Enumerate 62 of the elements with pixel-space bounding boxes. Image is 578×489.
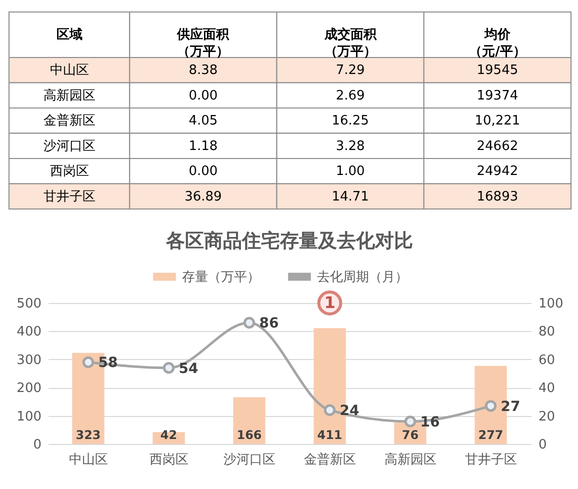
bar [233, 397, 266, 444]
data-label: 10,221 [474, 114, 520, 129]
category-label: 西岗区 [50, 164, 89, 180]
y-tick-label: 500 [16, 296, 42, 312]
point [404, 416, 416, 428]
category-label: 中山区 [50, 63, 89, 78]
point [324, 404, 336, 416]
data-label: 16 [420, 414, 440, 430]
data-label: 166 [236, 428, 262, 442]
x-tick-label: 西岗区 [149, 452, 188, 468]
category-label: 高新园区 [43, 87, 96, 104]
point [484, 400, 497, 412]
y-tick-label: 0 [33, 438, 42, 452]
y-tick-label: 400 [16, 324, 42, 340]
data-label: 58 [98, 355, 118, 372]
point [82, 356, 94, 368]
y-tick-label: 100 [16, 409, 42, 424]
data-label: 86 [259, 316, 279, 332]
data-label: 76 [402, 428, 419, 442]
data-label: 7.29 [336, 63, 365, 78]
legend-label: 存量（万平） [182, 270, 260, 285]
data-label: 411 [317, 428, 342, 442]
x-tick-label: 高新园区 [384, 452, 436, 468]
data-label: 1.00 [336, 164, 365, 180]
data-label: 24662 [476, 138, 518, 154]
y2-tick-label: 80 [538, 324, 556, 340]
data-label: 27 [500, 398, 520, 415]
category-label: 沙河口区 [43, 138, 96, 154]
category-label: 金普新区 [43, 112, 96, 129]
data-label: 42 [160, 428, 178, 442]
x-tick-label: 中山区 [68, 452, 108, 468]
data-label: 24 [340, 403, 360, 420]
y2-tick-label: 0 [538, 438, 547, 452]
x-tick-label: 金普新区 [304, 452, 356, 468]
x-tick-label: 沙河口区 [223, 452, 276, 468]
series-label: 成交面积（万平） [323, 26, 378, 60]
data-label: 2.69 [336, 88, 365, 104]
y2-tick-label: 100 [538, 296, 564, 312]
x-tick-label: 甘井子区 [464, 452, 517, 468]
y-tick-label: 200 [16, 381, 42, 396]
y-tick-label: 300 [16, 352, 42, 368]
data-label: 24942 [476, 164, 518, 180]
text: 区域 [56, 28, 82, 43]
data-label: 19374 [476, 88, 518, 104]
category-label: 甘井子区 [43, 189, 96, 204]
data-label: 3.28 [336, 138, 365, 154]
data-label: 14.71 [332, 189, 369, 204]
series-label: 均价（元/平） [469, 28, 526, 60]
data-label: 16.25 [332, 114, 369, 129]
data-label: 54 [178, 360, 198, 377]
legend-label: 去化周期（月） [317, 270, 408, 285]
y2-tick-label: 20 [538, 409, 556, 424]
data-label: 19545 [476, 63, 518, 78]
data-label: 16893 [476, 189, 518, 204]
data-label: 323 [76, 428, 101, 442]
data-label: 277 [478, 428, 504, 442]
y2-tick-label: 60 [538, 352, 556, 368]
y2-tick-label: 40 [538, 381, 556, 396]
point [243, 316, 256, 329]
annotation: 1 [324, 293, 336, 312]
point [162, 362, 175, 374]
chart-title: 各区商品住宅存量及去化对比 [165, 230, 413, 252]
